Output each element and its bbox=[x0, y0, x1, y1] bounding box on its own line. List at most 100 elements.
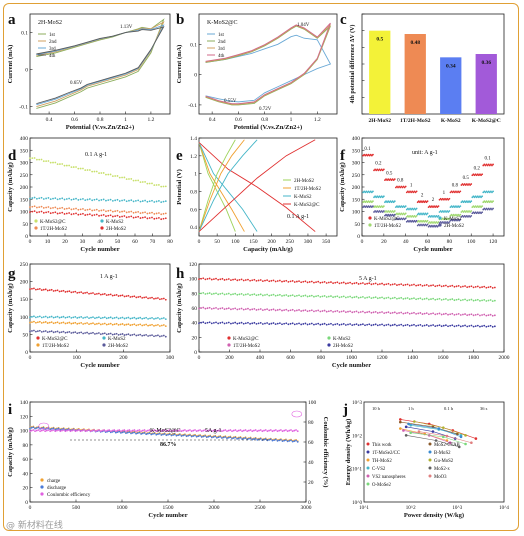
data-point bbox=[194, 434, 196, 437]
data-point bbox=[72, 331, 75, 334]
data-point bbox=[132, 200, 135, 203]
data-point bbox=[258, 429, 260, 432]
data-point bbox=[264, 308, 266, 311]
data-point bbox=[101, 332, 104, 335]
y-tick-label: 10^1 bbox=[352, 468, 362, 473]
y-axis-label: Capacity (mAh/g) bbox=[7, 162, 14, 212]
series-line bbox=[205, 34, 332, 103]
data-point bbox=[202, 321, 205, 324]
data-point bbox=[64, 322, 67, 325]
data-point bbox=[36, 288, 39, 291]
data-point bbox=[253, 278, 256, 281]
data-point bbox=[117, 324, 120, 326]
data-point bbox=[104, 430, 107, 433]
y-tick-label: 100 bbox=[352, 210, 361, 216]
data-point bbox=[31, 205, 34, 208]
data-point bbox=[406, 311, 409, 314]
data-point bbox=[357, 296, 360, 299]
data-point bbox=[430, 284, 432, 287]
data-point bbox=[162, 324, 165, 326]
legend-label: 1T/2H-MoS2 bbox=[294, 187, 321, 192]
data-point bbox=[36, 206, 38, 209]
data-point bbox=[306, 310, 309, 313]
x-tick-label: 10^4 bbox=[499, 506, 509, 511]
data-point bbox=[254, 437, 257, 440]
data-point bbox=[40, 322, 43, 324]
data-point bbox=[39, 430, 42, 433]
data-point bbox=[137, 323, 140, 326]
data-point bbox=[291, 430, 294, 433]
data-point bbox=[264, 322, 266, 325]
data-point bbox=[276, 280, 279, 282]
data-point bbox=[347, 282, 349, 284]
data-point bbox=[459, 325, 462, 328]
data-point bbox=[464, 324, 466, 327]
data-point bbox=[80, 291, 83, 293]
data-point bbox=[278, 429, 281, 432]
data-point bbox=[29, 206, 31, 209]
data-point bbox=[302, 309, 305, 312]
data-point bbox=[276, 430, 279, 433]
data-point bbox=[79, 213, 82, 216]
data-point bbox=[459, 435, 463, 439]
data-point bbox=[236, 322, 239, 325]
data-point bbox=[353, 296, 356, 299]
data-point bbox=[249, 322, 251, 325]
data-point bbox=[77, 208, 80, 211]
data-point bbox=[140, 430, 143, 433]
legend-swatch bbox=[366, 474, 370, 478]
data-point bbox=[68, 212, 71, 214]
data-point bbox=[404, 283, 407, 286]
data-point bbox=[103, 429, 105, 431]
y2-tick-label: 80 bbox=[308, 420, 314, 426]
panel-letter: a bbox=[8, 12, 16, 28]
data-point bbox=[155, 184, 158, 186]
legend-swatch bbox=[438, 216, 442, 220]
data-point bbox=[77, 199, 80, 201]
data-point bbox=[278, 279, 281, 282]
data-point bbox=[470, 324, 473, 327]
data-point bbox=[50, 429, 53, 432]
data-point bbox=[123, 317, 126, 320]
data-point bbox=[361, 323, 364, 326]
data-point bbox=[293, 295, 296, 298]
y-tick-label: 80 bbox=[192, 291, 198, 297]
data-point bbox=[232, 278, 234, 281]
data-point bbox=[141, 334, 144, 337]
y-tick-label: 100 bbox=[20, 429, 29, 435]
data-point bbox=[323, 280, 326, 283]
data-point bbox=[336, 310, 339, 312]
data-point bbox=[45, 429, 48, 432]
rate-label: 0.1 bbox=[364, 147, 371, 152]
x-tick-label: 1000 bbox=[117, 505, 128, 511]
data-point bbox=[382, 168, 385, 171]
data-point bbox=[315, 281, 317, 284]
data-point bbox=[359, 296, 362, 299]
data-point bbox=[114, 175, 117, 177]
legend-swatch bbox=[34, 226, 38, 230]
data-point bbox=[353, 282, 356, 285]
data-point bbox=[120, 432, 122, 434]
data-point bbox=[31, 157, 34, 159]
data-point bbox=[94, 293, 96, 296]
data-point bbox=[441, 426, 445, 429]
data-point bbox=[238, 278, 241, 281]
y-tick-label: 200 bbox=[20, 280, 29, 286]
data-point bbox=[116, 431, 119, 434]
data-point bbox=[290, 429, 292, 431]
data-point bbox=[210, 430, 213, 433]
data-point bbox=[63, 208, 66, 210]
x-tick-label: 1400 bbox=[407, 355, 418, 361]
data-point bbox=[240, 307, 243, 310]
data-point bbox=[423, 284, 426, 287]
data-point bbox=[204, 307, 207, 310]
data-point bbox=[131, 317, 134, 320]
data-point bbox=[64, 331, 67, 334]
data-point bbox=[105, 215, 107, 218]
data-point bbox=[52, 331, 55, 334]
data-point bbox=[101, 323, 104, 325]
data-point bbox=[115, 293, 118, 296]
data-point bbox=[251, 308, 254, 311]
x-tick-label: 50 bbox=[214, 239, 220, 245]
data-point bbox=[56, 198, 59, 201]
